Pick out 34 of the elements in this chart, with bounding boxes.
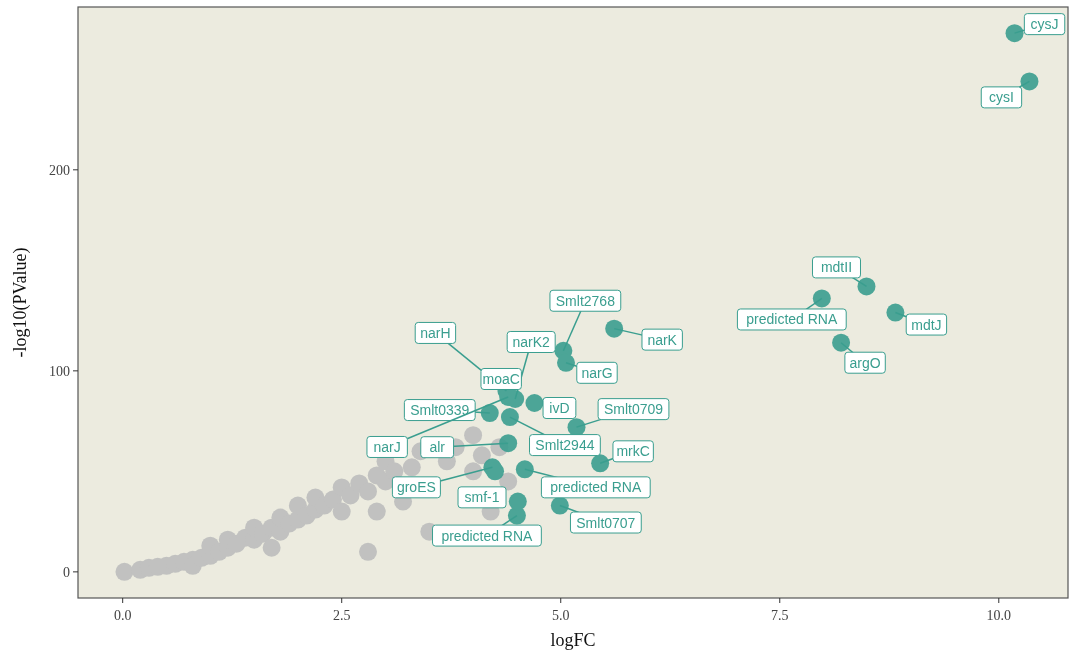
x-tick-label: 0.0: [113, 608, 132, 623]
annotation: mdtII: [820, 259, 853, 276]
annotation: narK2: [512, 333, 551, 350]
annotation: alr: [429, 439, 446, 456]
annotation: mdtJ: [911, 316, 942, 333]
annotation: narJ: [373, 438, 401, 455]
annotation: narK: [647, 331, 678, 348]
annotation: moaC: [482, 370, 520, 387]
x-tick-label: 2.5: [332, 608, 351, 623]
annotation: predicted RNA: [441, 527, 534, 544]
x-tick-label: 7.5: [771, 608, 789, 623]
annotation: cysJ: [1030, 16, 1059, 33]
x-axis-title: logFC: [550, 630, 596, 650]
y-axis-title: -log10(PValue): [10, 247, 31, 358]
annotation: Smlt0707: [576, 514, 636, 531]
annotation: predicted RNA: [550, 479, 642, 496]
annotation: narG: [581, 364, 613, 381]
annotation: smf-1: [464, 489, 500, 506]
annotation: predicted RNA: [746, 311, 838, 328]
annotation: groES: [396, 479, 436, 496]
y-tick-label: 0: [63, 564, 70, 580]
y-tick-label: 200: [49, 162, 70, 178]
annotation: Smlt0709: [603, 401, 664, 418]
annotation: argO: [849, 354, 881, 371]
annotation: Smlt2944: [535, 437, 595, 454]
x-tick-label: 10.0: [986, 608, 1012, 623]
annotation: Smlt0339: [410, 402, 470, 419]
annotation: Smlt2768: [555, 292, 616, 309]
annotation: narH: [420, 324, 451, 341]
x-tick-label: 5.0: [551, 608, 570, 623]
annotation: ivD: [549, 400, 570, 417]
annotation: mrkC: [616, 443, 650, 460]
y-tick-label: 100: [49, 363, 70, 379]
annotation: cysI: [989, 89, 1014, 106]
